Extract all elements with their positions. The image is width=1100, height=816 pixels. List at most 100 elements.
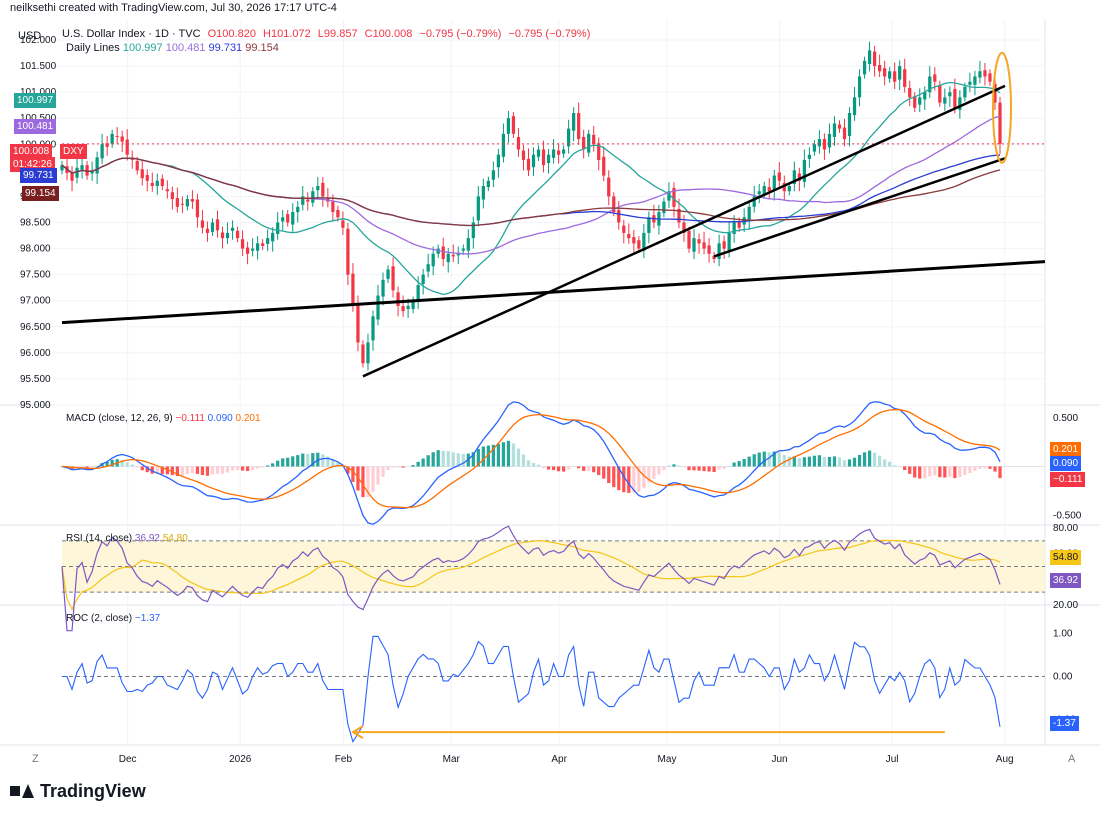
macd-histogram-bar — [85, 466, 89, 468]
daily-lines-legend[interactable]: Daily Lines 100.997 100.481 99.731 99.15… — [66, 42, 279, 54]
macd-histogram-bar — [707, 466, 711, 472]
candle-body — [597, 143, 601, 160]
price-axis-label: 102.000 — [20, 35, 57, 46]
auto-scale-button[interactable]: A — [1068, 753, 1076, 765]
tradingview-logo[interactable]: TradingView — [10, 781, 146, 802]
macd-histogram-bar — [220, 466, 225, 474]
candle-body — [697, 239, 701, 244]
candle-body — [607, 177, 611, 197]
candle-body — [667, 191, 671, 201]
macd-histogram-bar — [516, 448, 521, 467]
macd-histogram-bar — [501, 442, 506, 467]
macd-histogram-bar — [933, 466, 937, 476]
macd-histogram-bar — [692, 466, 696, 471]
candle-body — [747, 206, 751, 220]
candle-body — [842, 127, 847, 140]
candle-body — [416, 285, 420, 302]
macd-histogram-bar — [546, 466, 551, 470]
macd-histogram-bar — [872, 452, 877, 467]
macd-histogram-bar — [281, 458, 285, 467]
rsi-ma-line — [61, 539, 1001, 611]
candle-body — [847, 113, 852, 136]
ma20-price-tag: 100.997 — [14, 93, 57, 108]
close-value: C100.008 — [364, 28, 413, 40]
candle-body — [983, 70, 987, 77]
roc-legend[interactable]: ROC (2, close) −1.37 — [66, 613, 160, 624]
candle-body — [336, 209, 340, 218]
macd-hist-value: −0.111 — [175, 413, 205, 424]
candle-body — [266, 238, 270, 244]
price-axis-label: 98.000 — [20, 244, 51, 255]
macd-histogram-bar — [110, 459, 114, 467]
macd-histogram-bar — [857, 454, 862, 467]
macd-histogram-bar — [597, 466, 601, 476]
roc-line — [62, 635, 1001, 744]
macd-histogram-bar — [411, 464, 415, 467]
macd-histogram-bar — [461, 453, 465, 467]
candle-body — [541, 149, 546, 166]
candle-body — [90, 170, 94, 174]
candle-body — [662, 201, 666, 214]
candle-body — [501, 133, 506, 157]
macd-histogram-bar — [180, 466, 185, 476]
candle-body — [978, 71, 982, 78]
macd-histogram-bar — [471, 452, 475, 467]
macd-histogram-bar — [376, 466, 380, 485]
macd-histogram-bar — [541, 466, 546, 469]
candle-body — [205, 228, 210, 233]
candle-body — [837, 124, 842, 129]
candle-body — [862, 60, 867, 75]
macd-histogram-bar — [918, 466, 922, 479]
candle-body — [903, 69, 907, 87]
annotation-ellipse — [992, 51, 1012, 164]
candle-body — [486, 180, 490, 188]
macd-histogram-bar — [240, 466, 245, 471]
zoom-z-button[interactable]: Z — [32, 753, 39, 765]
ma100-legend-value: 99.731 — [208, 42, 243, 54]
time-axis-label: Feb — [335, 754, 353, 765]
macd-histogram-bar — [391, 466, 395, 468]
macd-histogram-bar — [852, 457, 857, 467]
candle-body — [893, 71, 897, 82]
candle-body — [752, 196, 756, 207]
candle-body — [802, 159, 806, 182]
symbol-title[interactable]: U.S. Dollar Index · 1D · TVC — [62, 28, 201, 40]
price-axis-label: 98.500 — [20, 218, 51, 229]
rsi-legend[interactable]: RSI (14, close) 36.92 54.80 — [66, 533, 188, 544]
macd-histogram-bar — [582, 466, 586, 471]
candle-body — [702, 242, 706, 249]
macd-histogram-bar — [602, 466, 606, 479]
macd-histogram-bar — [346, 466, 350, 474]
candle-body — [451, 254, 455, 257]
macd-histogram-bar — [381, 466, 385, 477]
candle-body — [953, 89, 957, 108]
candle-body — [883, 68, 887, 77]
macd-histogram-bar — [978, 466, 982, 469]
candle-body — [190, 199, 195, 202]
macd-histogram-bar — [983, 466, 987, 469]
macd-histogram-bar — [973, 466, 977, 471]
macd-histogram-bar — [125, 462, 129, 467]
macd-histogram-bar — [637, 466, 641, 492]
candle-body — [356, 302, 360, 343]
candle-body — [200, 220, 205, 228]
candle-body — [150, 182, 154, 186]
macd-histogram-bar — [491, 444, 496, 467]
candle-body — [476, 196, 480, 221]
macd-histogram-bar — [416, 461, 420, 467]
candle-body — [692, 238, 696, 252]
macd-histogram-bar — [672, 464, 676, 467]
macd-histogram-bar — [120, 459, 124, 467]
macd-histogram-bar — [441, 450, 445, 467]
candle-body — [271, 232, 275, 242]
macd-histogram-bar — [792, 456, 796, 467]
macd-histogram-bar — [210, 466, 215, 475]
macd-histogram-bar — [842, 460, 847, 467]
macd-histogram-bar — [351, 466, 355, 482]
candle-body — [948, 92, 952, 97]
candle-body — [516, 136, 521, 150]
candle-body — [311, 191, 315, 203]
macd-legend[interactable]: MACD (close, 12, 26, 9) −0.111 0.090 0.2… — [66, 413, 261, 424]
candle-body — [707, 245, 711, 254]
